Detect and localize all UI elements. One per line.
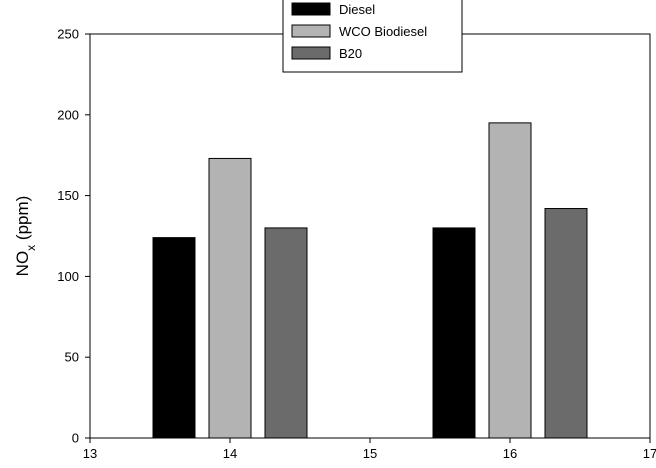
bar-wco-biodiesel-1 [488, 122, 532, 439]
x-tick-label: 16 [503, 446, 517, 461]
legend-label: Diesel [339, 2, 375, 17]
legend-swatch [291, 46, 331, 60]
x-tick-label: 14 [223, 446, 237, 461]
legend-swatch [291, 24, 331, 38]
y-tick-label: 50 [65, 350, 79, 365]
bars-layer [152, 122, 588, 439]
svg-text:NOx (ppm): NOx (ppm) [13, 196, 38, 277]
bar-wco-biodiesel-0 [208, 157, 252, 439]
y-axis-label-main: NO [13, 251, 32, 277]
bar-b20-1 [544, 208, 588, 439]
ticks-layer: 13 14 15 16 17 0 50 100 150 200 250 [57, 27, 656, 462]
y-axis-label-unit: (ppm) [13, 196, 32, 245]
bar-diesel-1 [432, 227, 476, 439]
x-tick-label: 15 [363, 446, 377, 461]
legend-label: WCO Biodiesel [339, 24, 427, 39]
y-axis-label-subscript: x [24, 245, 38, 251]
y-tick-label: 0 [72, 431, 79, 446]
y-tick-label: 100 [57, 269, 79, 284]
bar-diesel-0 [152, 237, 196, 439]
y-tick-label: 250 [57, 27, 79, 42]
legend: Diesel WCO Biodiesel B20 [282, 0, 463, 73]
x-tick-label: 17 [643, 446, 656, 461]
y-tick-label: 150 [57, 188, 79, 203]
legend-swatch [291, 2, 331, 16]
y-tick-label: 200 [57, 107, 79, 122]
bar-b20-0 [264, 227, 308, 439]
legend-label: B20 [339, 46, 362, 61]
x-tick-label: 13 [83, 446, 97, 461]
y-axis-label: NOx (ppm) [13, 196, 38, 277]
